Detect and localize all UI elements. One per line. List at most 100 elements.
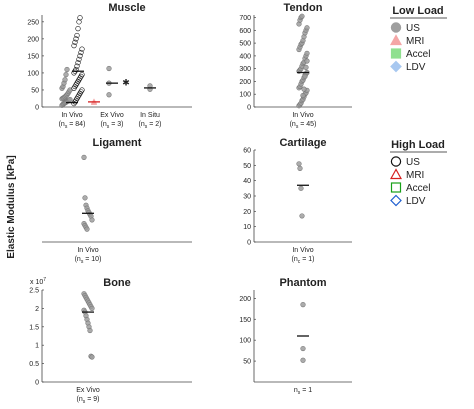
legend-low-load-item-0: US — [390, 22, 420, 34]
phantom-ytick-label-1: 100 — [239, 338, 251, 345]
tendon-ytick-label-1: 100 — [239, 92, 251, 99]
tendon-title: Tendon — [284, 2, 323, 14]
muscle-ytick-label-5: 250 — [27, 19, 39, 26]
cartilage-g0-s0-point-3 — [299, 213, 305, 219]
cartilage-group-0: In Vivo (nc = 1) — [292, 161, 315, 265]
muscle-g0-s1-point-4 — [75, 94, 81, 100]
legend-low-load-item-1: MRI — [389, 34, 424, 47]
tendon-group-0-series-0 — [296, 13, 310, 109]
muscle-ytick-label-2: 100 — [27, 70, 39, 77]
phantom-panel: Phantom 50 100 150 200 ns = 1 — [239, 277, 352, 396]
muscle-g1-s0-point-0 — [106, 92, 112, 98]
muscle-group-0-series-2 — [88, 98, 100, 105]
muscle-g0-s1-point-9 — [71, 85, 77, 91]
muscle-category-count-0: (ns = 84) — [59, 121, 86, 130]
phantom-g0-s0-point-0 — [300, 302, 306, 308]
muscle-g0-s1-point-15 — [77, 75, 83, 81]
legend-high-load-item-0: US — [390, 156, 420, 168]
legend-high-load-title: High Load — [391, 139, 445, 151]
legend-low-load-us-marker — [390, 22, 402, 33]
muscle-g0-s1-point-13 — [75, 78, 81, 85]
bone-ytick-label-5: 2.5 — [29, 288, 39, 295]
muscle-g0-s0-point-23 — [64, 66, 70, 73]
phantom-ytick-label-0: 50 — [243, 359, 251, 366]
tendon-g0-s0-point-26 — [304, 50, 310, 56]
bone-exponent-label: x 107 — [30, 277, 46, 286]
muscle-g0-s1-point-25 — [78, 49, 84, 56]
muscle-ytick-label-0: 0 — [35, 105, 39, 112]
bone-category-count-0: (ns = 9) — [77, 396, 100, 405]
legend-low-load-ldv-label: LDV — [406, 62, 426, 73]
cartilage-g0-s0-point-2 — [298, 185, 304, 191]
ligament-g0-s0-point-1 — [82, 195, 88, 201]
ligament-category-label-0: In Vivo — [77, 247, 98, 254]
muscle-g0-s1-point-33 — [77, 15, 83, 21]
muscle-ytick-label-3: 150 — [27, 53, 39, 60]
tendon-category-label-0: In Vivo — [292, 112, 313, 119]
legend-high-load-item-3: LDV — [390, 194, 426, 207]
legend-low-load-accel-marker — [390, 48, 402, 59]
muscle-g0-s1-point-31 — [75, 26, 81, 32]
legend-high-load-item-2: Accel — [390, 182, 430, 194]
legend-high-load-item-1: MRI — [389, 168, 424, 181]
legend-low-load-mri-label: MRI — [406, 36, 424, 47]
muscle-g0-s1-point-1 — [72, 99, 78, 105]
legend-low-load-us-label: US — [406, 23, 420, 34]
muscle-group-1-series-0 — [106, 65, 112, 98]
muscle-g0-s1-point-14 — [76, 77, 82, 83]
muscle-ytick-label-1: 50 — [31, 87, 39, 94]
legend-low-load-title: Low Load — [392, 5, 443, 17]
muscle-title: Muscle — [108, 2, 145, 14]
muscle-g0-s1-point-10 — [72, 83, 78, 90]
bone-ytick-label-1: 0.5 — [29, 361, 39, 368]
muscle-g0-s1-point-11 — [73, 82, 79, 88]
tendon-g0-s0-point-35 — [304, 25, 310, 31]
legend-low-load-ldv-marker — [390, 60, 402, 73]
legend-high-load-mri-marker — [389, 168, 403, 180]
legend-high-load-us-label: US — [406, 157, 420, 168]
muscle-group-1-series-1: ✱ — [122, 77, 130, 87]
tendon-group-0: In Vivo (ns = 45) — [290, 13, 316, 130]
muscle-g1-s1-point-0: ✱ — [122, 77, 130, 87]
phantom-g0-s0-point-2 — [300, 357, 306, 363]
y-axis-label: Elastic Modulus [kPa] — [6, 155, 17, 258]
bone-ytick-label-0: 0 — [35, 380, 39, 387]
tendon-panel: Tendon 0 100 200 300 400 500 600 700 In Vivo (ns =… — [239, 2, 352, 130]
muscle-g0-s1-point-29 — [73, 36, 79, 42]
legend-low-load-item-2: Accel — [390, 48, 430, 60]
muscle-group-0: In Vivo (ns = 84) — [59, 15, 100, 130]
muscle-panel: Muscle 0 50 100 150 200 250 In Vivo (ns = 84) ✱ Ex… — [27, 2, 192, 130]
muscle-g0-s1-point-7 — [78, 89, 84, 95]
ligament-panel: Ligament In Vivo (ns = 10) — [42, 137, 192, 265]
legend-high-load-us-marker — [390, 156, 402, 167]
muscle-g0-s1-point-8 — [79, 87, 85, 93]
legend-high-load-ldv-label: LDV — [406, 196, 426, 207]
cartilage-g0-s0-point-1 — [297, 165, 303, 171]
muscle-group-1: ✱ Ex Vivo (ns = 3) — [100, 65, 130, 130]
muscle-category-count-1: (ns = 3) — [101, 121, 124, 130]
muscle-g0-s1-point-26 — [79, 46, 85, 52]
muscle-g1-s0-point-2 — [106, 65, 112, 72]
tendon-g0-s0-point-39 — [299, 13, 305, 19]
phantom-ytick-label-2: 150 — [239, 317, 251, 324]
cartilage-category-label-0: In Vivo — [292, 247, 313, 254]
ligament-category-count-0: (ns = 10) — [75, 256, 102, 265]
ligament-group-0-series-0 — [81, 154, 95, 232]
cartilage-category-count-0: (nc = 1) — [292, 256, 315, 265]
muscle-g0-s1-point-24 — [77, 53, 83, 59]
tendon-g0-s0-point-42 — [302, 73, 308, 79]
muscle-category-label-1: Ex Vivo — [100, 112, 124, 119]
legend-low-load-item-3: LDV — [390, 60, 426, 73]
muscle-group-0-series-1 — [71, 15, 85, 107]
muscle-g0-s1-point-28 — [72, 39, 78, 45]
muscle-g0-s1-point-30 — [74, 32, 80, 39]
phantom-title: Phantom — [279, 277, 326, 289]
bone-title: Bone — [103, 277, 131, 289]
ligament-g0-s0-point-12 — [84, 226, 90, 232]
tendon-ytick-label-0: 0 — [247, 105, 251, 112]
ligament-g0-s0-point-8 — [89, 217, 95, 223]
legend-high-load-accel-marker — [390, 182, 402, 193]
muscle-g0-s1-point-27 — [71, 43, 77, 49]
bone-group-0-series-0 — [81, 291, 95, 360]
